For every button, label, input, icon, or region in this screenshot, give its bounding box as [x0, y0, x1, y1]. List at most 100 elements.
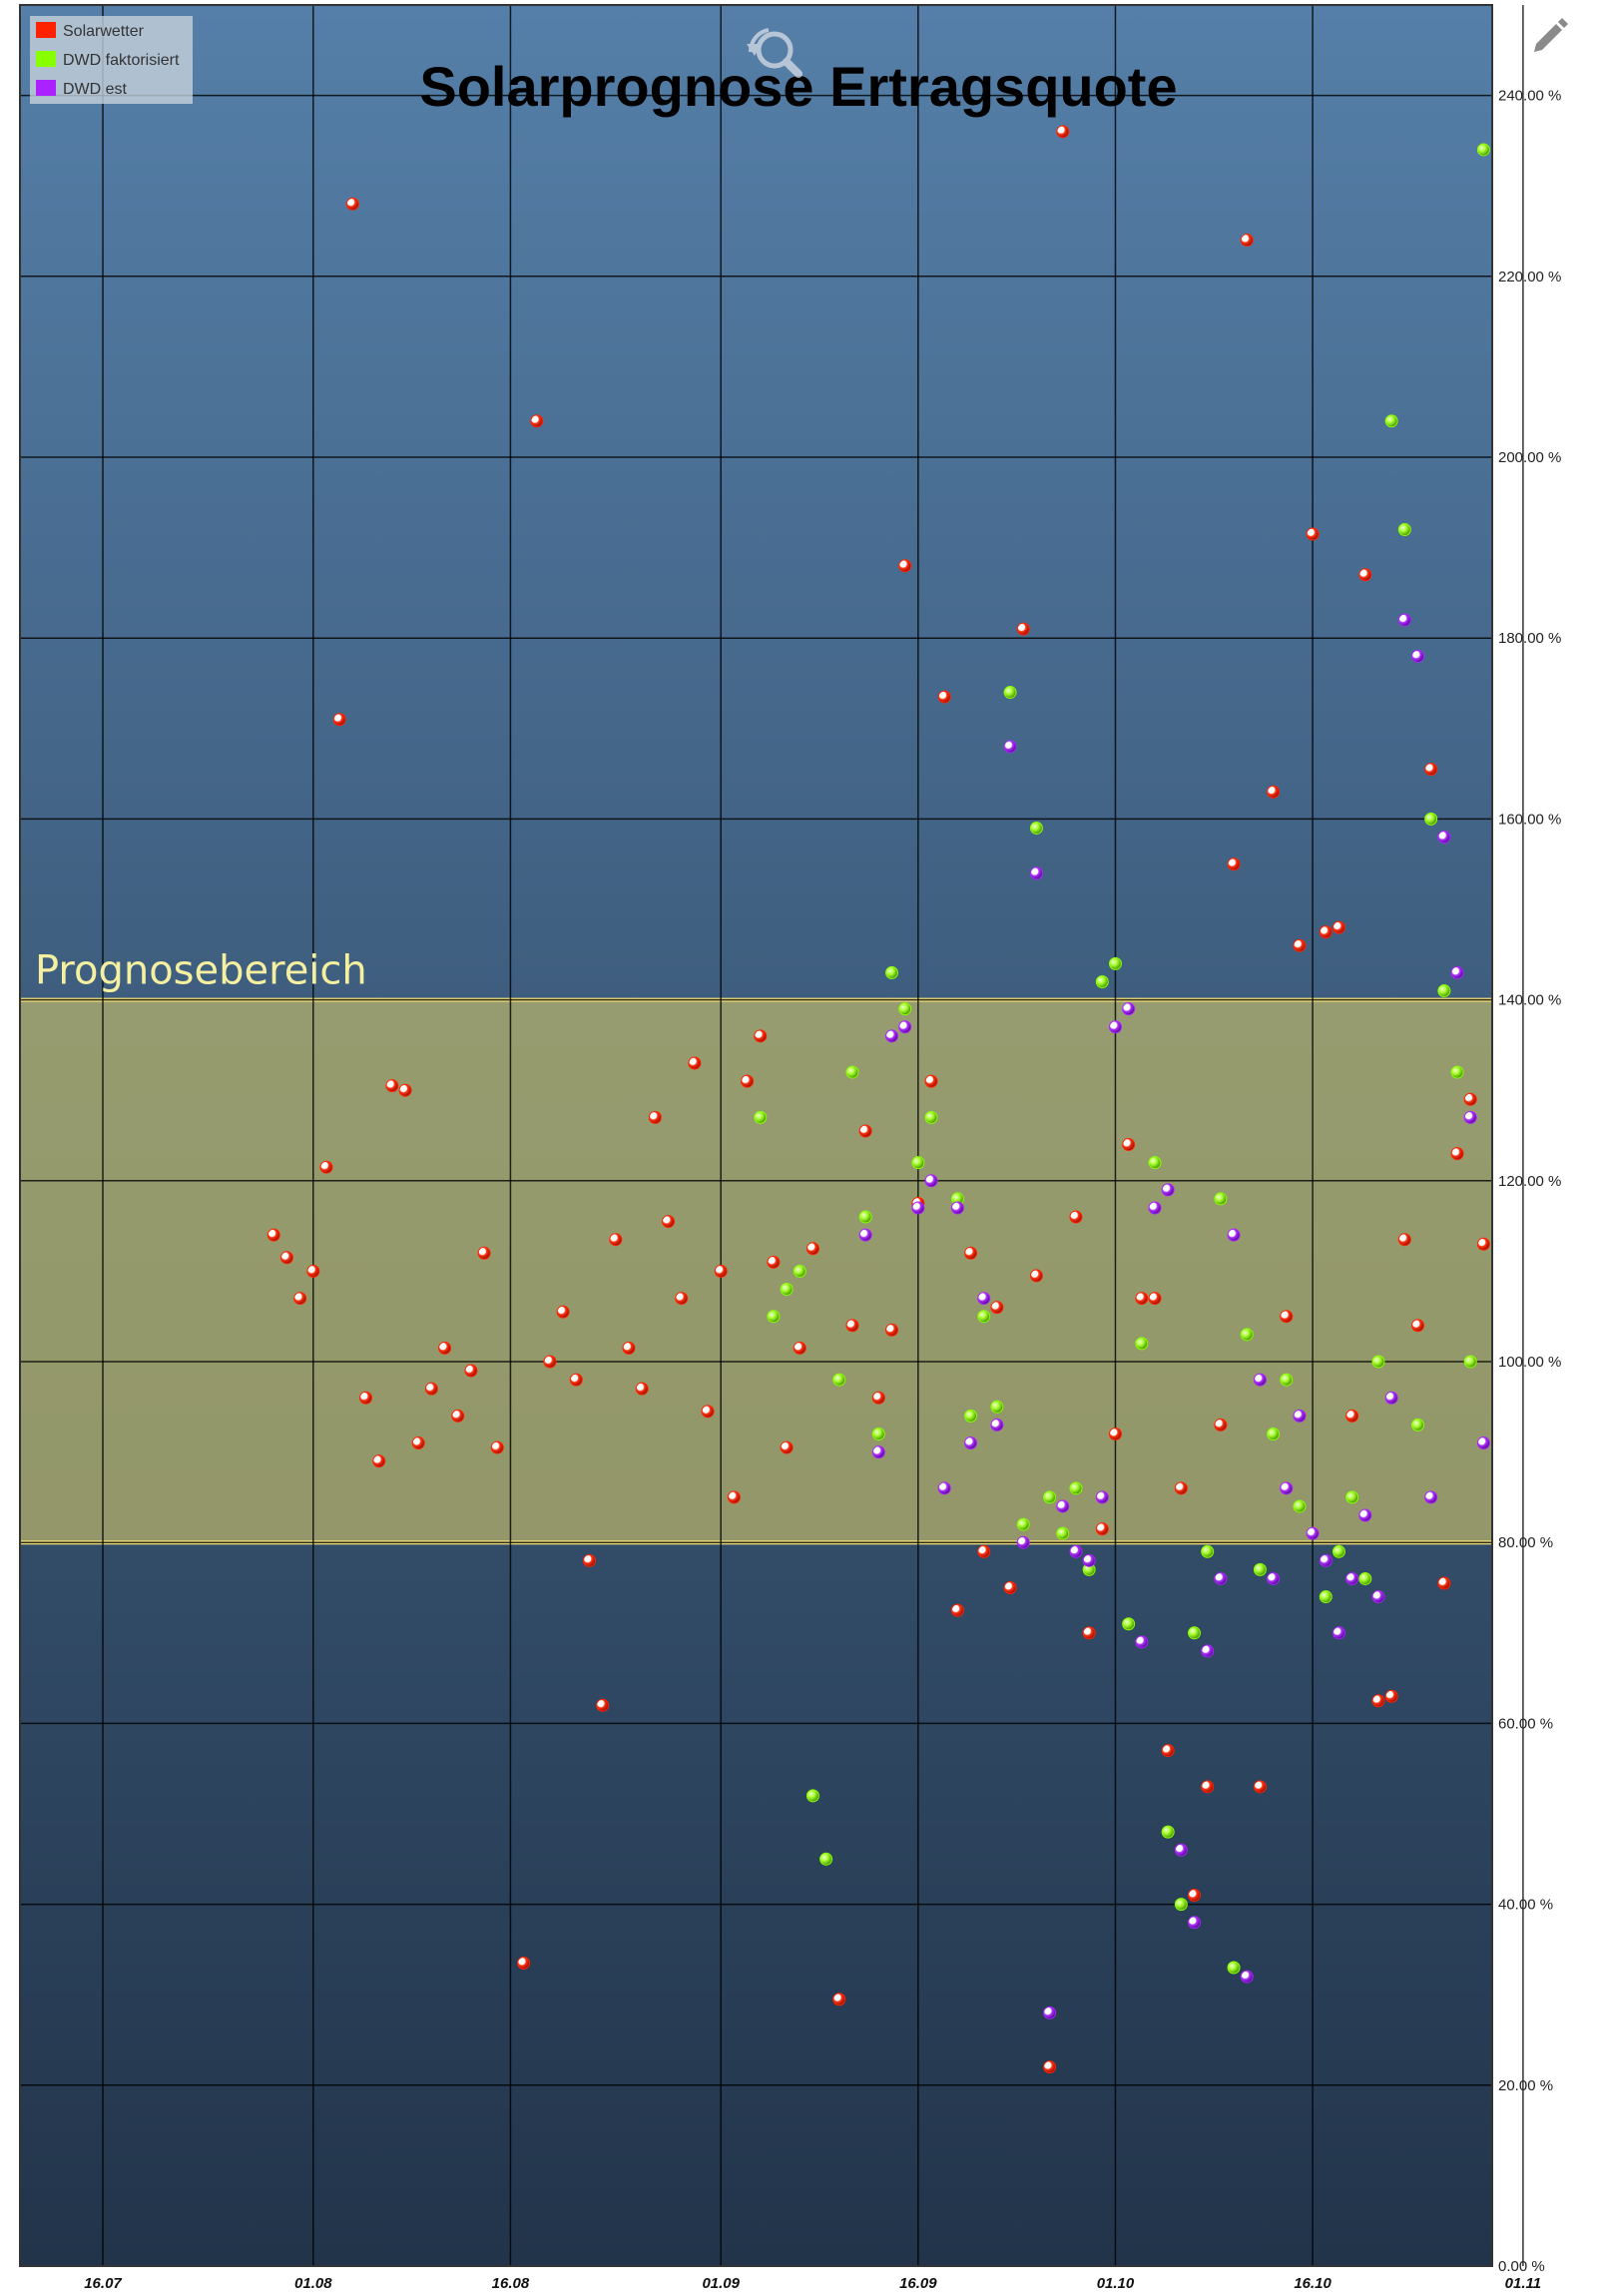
data-point[interactable]	[964, 1246, 978, 1260]
data-point[interactable]	[1411, 649, 1424, 663]
data-point[interactable]	[1280, 1310, 1294, 1324]
data-point[interactable]	[556, 1305, 570, 1319]
data-point[interactable]	[819, 1852, 833, 1866]
data-point[interactable]	[1161, 1183, 1175, 1197]
data-point[interactable]	[1082, 1553, 1096, 1567]
data-point[interactable]	[306, 1264, 320, 1278]
data-point[interactable]	[1424, 1490, 1438, 1504]
data-point[interactable]	[675, 1292, 689, 1306]
data-point[interactable]	[924, 1074, 938, 1088]
data-point[interactable]	[1227, 858, 1241, 871]
data-point[interactable]	[1148, 1292, 1162, 1306]
data-point[interactable]	[1082, 1626, 1096, 1640]
data-point[interactable]	[1345, 1490, 1359, 1504]
data-point[interactable]	[1424, 812, 1438, 826]
data-point[interactable]	[793, 1341, 806, 1355]
data-point[interactable]	[1188, 1889, 1202, 1903]
data-point[interactable]	[1122, 1138, 1136, 1152]
data-point[interactable]	[898, 559, 912, 573]
data-point[interactable]	[1174, 1481, 1188, 1495]
data-point[interactable]	[1253, 1373, 1267, 1387]
data-point[interactable]	[1371, 1355, 1385, 1369]
data-point[interactable]	[1201, 1544, 1215, 1558]
data-point[interactable]	[424, 1382, 438, 1396]
data-point[interactable]	[1029, 821, 1043, 835]
data-point[interactable]	[911, 1201, 925, 1215]
data-point[interactable]	[1331, 1626, 1345, 1640]
data-point[interactable]	[543, 1355, 557, 1369]
data-point[interactable]	[701, 1405, 715, 1419]
data-point[interactable]	[898, 1020, 912, 1034]
data-point[interactable]	[596, 1698, 610, 1712]
data-point[interactable]	[1463, 1355, 1477, 1369]
data-point[interactable]	[609, 1233, 623, 1247]
data-point[interactable]	[977, 1544, 991, 1558]
data-point[interactable]	[1371, 1590, 1385, 1604]
data-point[interactable]	[1293, 1499, 1307, 1513]
data-point[interactable]	[1016, 1535, 1030, 1549]
data-point[interactable]	[438, 1341, 452, 1355]
data-point[interactable]	[477, 1246, 491, 1260]
data-point[interactable]	[490, 1440, 504, 1454]
data-point[interactable]	[1384, 1689, 1398, 1703]
data-point[interactable]	[1214, 1571, 1228, 1585]
data-point[interactable]	[1397, 613, 1411, 627]
data-point[interactable]	[1476, 1436, 1490, 1450]
data-point[interactable]	[1293, 938, 1307, 952]
data-point[interactable]	[898, 1002, 912, 1016]
data-point[interactable]	[871, 1391, 885, 1405]
data-point[interactable]	[1069, 1481, 1083, 1495]
data-point[interactable]	[1267, 1427, 1281, 1440]
data-point[interactable]	[1437, 1576, 1451, 1590]
data-point[interactable]	[977, 1310, 991, 1324]
data-point[interactable]	[885, 1029, 898, 1043]
data-point[interactable]	[1122, 1002, 1136, 1016]
data-point[interactable]	[990, 1301, 1004, 1315]
data-point[interactable]	[372, 1454, 386, 1468]
data-point[interactable]	[1450, 1065, 1464, 1079]
data-point[interactable]	[1016, 1517, 1030, 1531]
data-point[interactable]	[1267, 1571, 1281, 1585]
data-point[interactable]	[780, 1283, 794, 1297]
data-point[interactable]	[1056, 1499, 1070, 1513]
data-point[interactable]	[911, 1156, 925, 1170]
data-point[interactable]	[1069, 1210, 1083, 1224]
data-point[interactable]	[1437, 831, 1451, 845]
data-point[interactable]	[1476, 143, 1490, 157]
data-point[interactable]	[1319, 1553, 1332, 1567]
data-point[interactable]	[1253, 1780, 1267, 1794]
data-point[interactable]	[845, 1319, 859, 1333]
data-point[interactable]	[345, 197, 359, 211]
data-point[interactable]	[780, 1440, 794, 1454]
data-point[interactable]	[1095, 974, 1109, 988]
data-point[interactable]	[964, 1436, 978, 1450]
data-point[interactable]	[754, 1110, 768, 1124]
data-point[interactable]	[832, 1373, 846, 1387]
data-point[interactable]	[1293, 1409, 1307, 1423]
data-point[interactable]	[1135, 1635, 1149, 1649]
data-point[interactable]	[1161, 1825, 1175, 1839]
data-point[interactable]	[1056, 1526, 1070, 1540]
data-point[interactable]	[1358, 1571, 1372, 1585]
magnifier-reset-icon[interactable]	[747, 28, 802, 78]
data-point[interactable]	[1148, 1156, 1162, 1170]
data-point[interactable]	[858, 1228, 872, 1242]
data-point[interactable]	[714, 1264, 728, 1278]
data-point[interactable]	[924, 1174, 938, 1188]
data-point[interactable]	[1358, 1508, 1372, 1522]
data-point[interactable]	[1214, 1418, 1228, 1432]
data-point[interactable]	[937, 1481, 951, 1495]
data-point[interactable]	[1003, 1581, 1017, 1594]
data-point[interactable]	[858, 1210, 872, 1224]
data-point[interactable]	[1397, 1233, 1411, 1247]
data-point[interactable]	[845, 1065, 859, 1079]
data-point[interactable]	[1174, 1843, 1188, 1857]
data-point[interactable]	[1188, 1626, 1202, 1640]
data-point[interactable]	[1319, 1590, 1332, 1604]
data-point[interactable]	[1188, 1916, 1202, 1930]
data-point[interactable]	[1240, 234, 1254, 248]
data-point[interactable]	[1424, 763, 1438, 777]
data-point[interactable]	[385, 1079, 399, 1093]
data-point[interactable]	[1280, 1481, 1294, 1495]
data-point[interactable]	[1056, 125, 1070, 139]
